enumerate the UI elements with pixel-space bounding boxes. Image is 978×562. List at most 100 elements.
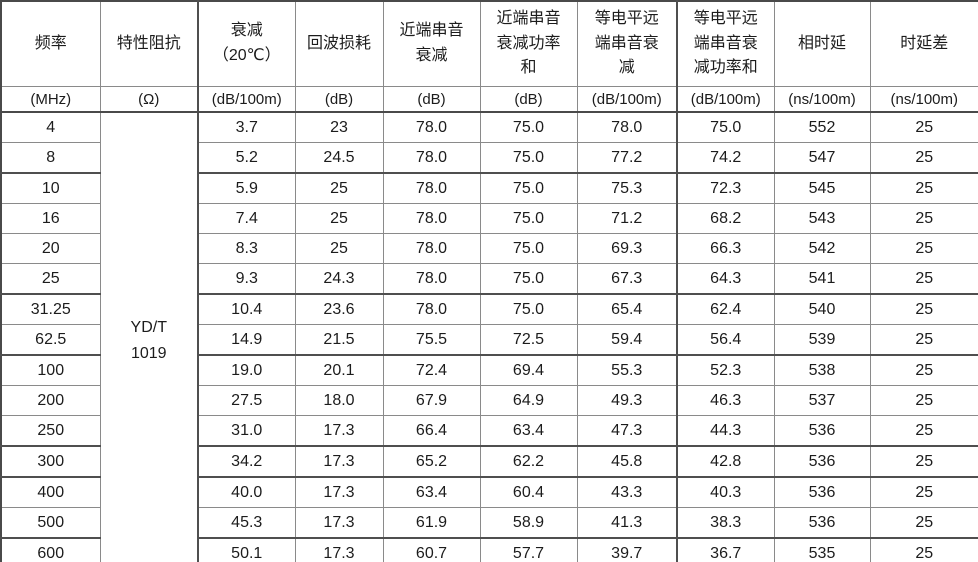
unit-elfext: (dB/100m): [576, 86, 678, 113]
value-cell: 542: [773, 233, 871, 264]
value-cell: 34.2: [197, 445, 296, 478]
value-cell: 59.4: [576, 324, 678, 356]
value-cell: 536: [773, 507, 871, 539]
value-cell: 52.3: [676, 354, 775, 386]
value-cell: 17.3: [294, 415, 384, 447]
value-cell: 42.8: [676, 445, 775, 478]
table-row: 62.5 14.9 21.5 75.5 72.5 59.4 56.4 539 25: [0, 324, 978, 356]
frequency-cell: 200: [0, 385, 101, 416]
value-cell: 25: [869, 324, 978, 356]
value-cell: 75.0: [479, 142, 578, 174]
value-cell: 536: [773, 415, 871, 447]
value-cell: 25: [869, 354, 978, 386]
value-cell: 75.0: [479, 172, 578, 204]
value-cell: 38.3: [676, 507, 775, 539]
frequency-cell: 8: [0, 142, 101, 174]
value-cell: 31.0: [197, 415, 296, 447]
value-cell: 545: [773, 172, 871, 204]
frequency-cell: 600: [0, 537, 101, 562]
value-cell: 75.0: [479, 263, 578, 295]
frequency-cell: 300: [0, 445, 101, 478]
value-cell: 23: [294, 111, 384, 143]
value-cell: 78.0: [382, 293, 481, 325]
frequency-cell: 400: [0, 476, 101, 508]
value-cell: 67.9: [382, 385, 481, 416]
unit-phase-delay: (ns/100m): [773, 86, 871, 113]
value-cell: 25: [294, 233, 384, 264]
value-cell: 5.9: [197, 172, 296, 204]
value-cell: 40.0: [197, 476, 296, 508]
value-cell: 24.5: [294, 142, 384, 174]
unit-return-loss: (dB): [294, 86, 384, 113]
value-cell: 63.4: [382, 476, 481, 508]
table-row: 20 8.3 25 78.0 75.0 69.3 66.3 542 25: [0, 233, 978, 264]
value-cell: 66.4: [382, 415, 481, 447]
frequency-cell: 62.5: [0, 324, 101, 356]
unit-impedance: (Ω): [99, 86, 199, 113]
value-cell: 540: [773, 293, 871, 325]
value-cell: 543: [773, 203, 871, 234]
value-cell: 25: [869, 445, 978, 478]
value-cell: 72.3: [676, 172, 775, 204]
value-cell: 17.3: [294, 537, 384, 562]
value-cell: 57.7: [479, 537, 578, 562]
col-header-pselfext: 等电平远 端串音衰 减功率和: [676, 0, 775, 87]
value-cell: 56.4: [676, 324, 775, 356]
table-row: 100 19.0 20.1 72.4 69.4 55.3 52.3 538 25: [0, 354, 978, 386]
table-row: 200 27.5 18.0 67.9 64.9 49.3 46.3 537 25: [0, 385, 978, 416]
value-cell: 50.1: [197, 537, 296, 562]
value-cell: 75.0: [479, 293, 578, 325]
frequency-cell: 100: [0, 354, 101, 386]
value-cell: 24.3: [294, 263, 384, 295]
value-cell: 47.3: [576, 415, 678, 447]
value-cell: 10.4: [197, 293, 296, 325]
table-row: 500 45.3 17.3 61.9 58.9 41.3 38.3 536 25: [0, 507, 978, 539]
table-row: 4 YD/T 1019 3.7 23 78.0 75.0 78.0 75.0 552 25: [0, 111, 978, 562]
value-cell: 25: [869, 293, 978, 325]
value-cell: 20.1: [294, 354, 384, 386]
table-row: 250 31.0 17.3 66.4 63.4 47.3 44.3 536 25: [0, 415, 978, 447]
value-cell: 49.3: [576, 385, 678, 416]
value-cell: 75.0: [676, 111, 775, 143]
value-cell: 72.5: [479, 324, 578, 356]
value-cell: 535: [773, 537, 871, 562]
col-header-phase-delay: 相时延: [773, 0, 871, 87]
value-cell: 541: [773, 263, 871, 295]
col-header-attenuation: 衰减 （20℃）: [197, 0, 296, 87]
col-header-impedance: 特性阻抗: [99, 0, 199, 87]
frequency-cell: 20: [0, 233, 101, 264]
value-cell: 65.4: [576, 293, 678, 325]
value-cell: 25: [869, 172, 978, 204]
table-header: 频率 特性阻抗 衰减 （20℃） 回波损耗 近端串音 衰减 近端串音 衰减功率 …: [0, 0, 978, 113]
value-cell: 18.0: [294, 385, 384, 416]
value-cell: 45.3: [197, 507, 296, 539]
value-cell: 64.9: [479, 385, 578, 416]
value-cell: 17.3: [294, 445, 384, 478]
value-cell: 9.3: [197, 263, 296, 295]
value-cell: 17.3: [294, 476, 384, 508]
table-row: 10 5.9 25 78.0 75.0 75.3 72.3 545 25: [0, 172, 978, 204]
col-header-delay-skew: 时延差: [869, 0, 978, 87]
value-cell: 25: [869, 415, 978, 447]
value-cell: 538: [773, 354, 871, 386]
value-cell: 537: [773, 385, 871, 416]
value-cell: 78.0: [382, 172, 481, 204]
value-cell: 536: [773, 445, 871, 478]
table-body: 4 YD/T 1019 3.7 23 78.0 75.0 78.0 75.0 552 25 8 5.2…: [0, 111, 978, 562]
value-cell: 25: [869, 111, 978, 143]
value-cell: 78.0: [576, 111, 678, 143]
value-cell: 25: [869, 263, 978, 295]
value-cell: 78.0: [382, 203, 481, 234]
value-cell: 5.2: [197, 142, 296, 174]
frequency-cell: 10: [0, 172, 101, 204]
value-cell: 75.0: [479, 203, 578, 234]
value-cell: 65.2: [382, 445, 481, 478]
value-cell: 71.2: [576, 203, 678, 234]
value-cell: 72.4: [382, 354, 481, 386]
value-cell: 78.0: [382, 111, 481, 143]
impedance-standard-cell: YD/T 1019: [99, 111, 199, 562]
value-cell: 552: [773, 111, 871, 143]
value-cell: 3.7: [197, 111, 296, 143]
col-header-next: 近端串音 衰减: [382, 0, 481, 87]
